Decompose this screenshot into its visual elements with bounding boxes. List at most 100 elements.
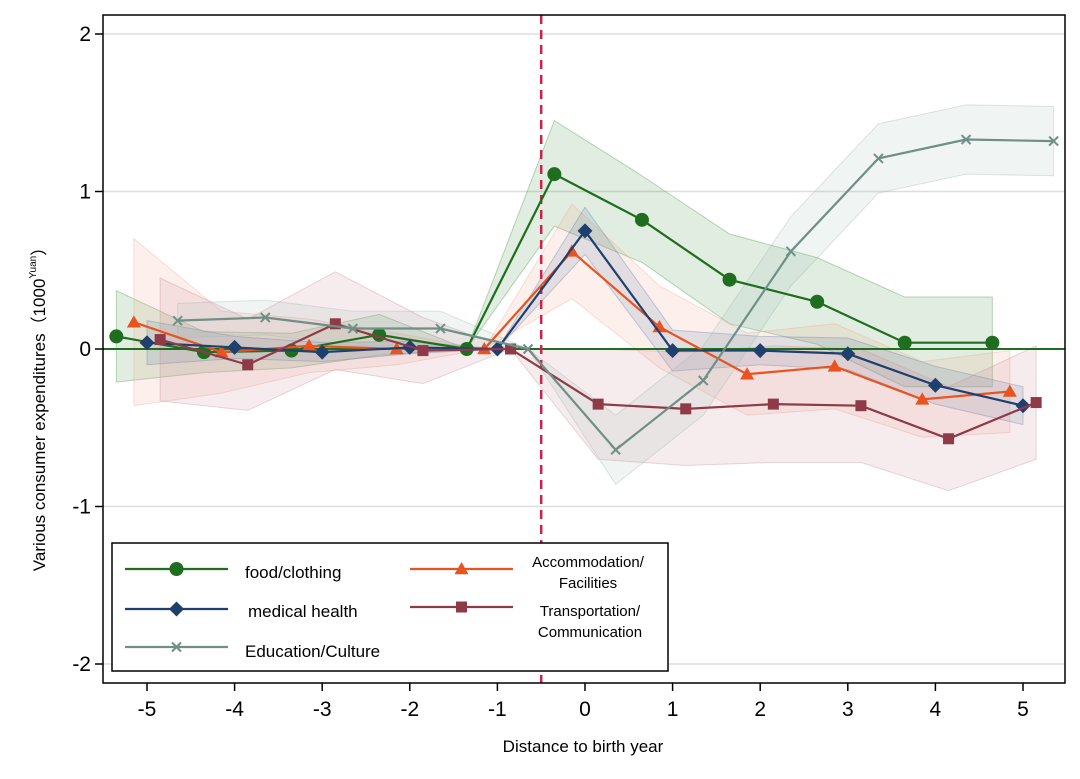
x-marker-stroke: [1048, 135, 1059, 147]
x-tick-label: -3: [313, 698, 332, 721]
data-point-3-8: [855, 400, 867, 412]
x-marker-stroke: [171, 641, 182, 653]
data-point-3-0: [154, 334, 166, 346]
legend-item-0: food/clothing: [125, 562, 341, 582]
x-tick-label: 1: [667, 698, 679, 721]
y-axis-label-close: ）: [30, 239, 49, 256]
data-point-2-9: [927, 377, 943, 393]
data-point-2-7: [752, 343, 768, 359]
legend-swatch-marker: [456, 601, 467, 613]
data-point-4-7: [785, 246, 797, 257]
data-point-4-3: [435, 323, 446, 334]
y-tick-label: -1: [72, 496, 91, 519]
legend-item-4: Education/Culture: [125, 641, 380, 661]
x-marker-stroke: [435, 323, 446, 334]
data-point-3-5: [592, 398, 604, 410]
y-axis-unit: Yuan: [28, 256, 39, 279]
legend-label: Accommodation/: [532, 554, 645, 571]
data-point-3-4: [505, 343, 517, 355]
x-marker-stroke: [347, 323, 359, 334]
x-tick-label: 0: [579, 698, 591, 721]
data-point-4-6: [698, 375, 709, 386]
legend-label: Transportation/: [540, 603, 641, 620]
series-lines: [109, 134, 1059, 456]
x-axis-title: Distance to birth year: [503, 737, 664, 756]
legend-label: Facilities: [559, 575, 617, 592]
data-point-4-0: [172, 315, 183, 326]
x-marker-stroke: [260, 312, 271, 323]
data-point-2-1: [227, 339, 243, 355]
x-marker-stroke: [522, 343, 534, 355]
data-point-4-4: [522, 343, 534, 355]
x-tick-label: -2: [400, 698, 419, 721]
data-point-3-6: [680, 403, 692, 415]
band-1: [133, 203, 1011, 438]
x-marker-stroke: [698, 375, 709, 386]
y-tick-label: 2: [79, 23, 91, 46]
x-tick-label: -1: [488, 698, 507, 721]
data-point-4-1: [260, 312, 271, 323]
data-point-0-8: [810, 294, 825, 309]
data-point-2-5: [577, 223, 593, 239]
y-tick-label: 1: [79, 181, 91, 204]
y-tick-label: -2: [72, 653, 91, 676]
x-tick-label: 4: [930, 698, 942, 721]
legend-label: Education/Culture: [245, 642, 380, 661]
data-point-4-8: [873, 153, 884, 164]
data-point-3-9: [943, 433, 955, 445]
data-point-0-9: [897, 335, 912, 350]
data-point-2-8: [840, 346, 856, 362]
x-marker-stroke: [960, 134, 972, 145]
data-point-1-0: [126, 315, 141, 328]
legend-swatch-marker: [454, 562, 469, 575]
data-point-0-7: [722, 272, 737, 287]
legend-item-3: Transportation/Communication: [410, 601, 642, 641]
data-point-3-1: [242, 359, 254, 371]
data-point-0-10: [985, 335, 1000, 350]
data-point-4-9: [960, 134, 972, 145]
legend-label: medical health: [248, 602, 358, 621]
y-axis-label: Various consumer expenditures（1000: [30, 279, 49, 572]
data-point-1-8: [827, 359, 842, 372]
data-point-4-5: [610, 444, 621, 456]
x-marker-stroke: [610, 444, 621, 456]
data-point-0-5: [547, 167, 562, 182]
data-point-0-6: [634, 212, 649, 227]
x-tick-label: -4: [225, 698, 244, 721]
data-point-3-7: [767, 398, 779, 410]
legend-swatch-marker: [169, 562, 184, 576]
legend: food/clothing Accommodation/Facilities med…: [111, 542, 669, 672]
data-point-2-2: [314, 344, 330, 360]
data-point-1-1: [214, 345, 229, 358]
data-point-3-3: [417, 345, 429, 357]
legend-box: [111, 542, 669, 672]
legend-swatch-marker: [169, 601, 184, 617]
data-point-1-2: [302, 338, 317, 352]
y-tick-label: 0: [79, 338, 91, 361]
legend-item-1: Accommodation/Facilities: [410, 554, 645, 592]
data-point-3-2: [329, 318, 341, 330]
legend-label: Communication: [538, 624, 642, 641]
x-tick-label: -5: [138, 698, 157, 721]
data-point-2-6: [665, 343, 681, 359]
data-point-0-0: [109, 329, 124, 344]
data-point-1-9: [915, 392, 930, 405]
data-point-1-10: [1002, 384, 1017, 397]
x-marker-stroke: [785, 246, 797, 257]
data-point-3-10: [1030, 397, 1042, 409]
legend-item-2: medical health: [125, 601, 358, 621]
legend-label: food/clothing: [245, 563, 341, 582]
data-point-1-7: [740, 367, 755, 380]
x-tick-label: 5: [1017, 698, 1029, 721]
x-marker-stroke: [873, 153, 884, 164]
legend-swatch-marker: [171, 641, 182, 653]
svg-text:Various consumer expenditures（: Various consumer expenditures（1000Yuan）: [28, 239, 49, 571]
x-marker-stroke: [172, 315, 183, 326]
x-tick-label: 2: [754, 698, 766, 721]
data-point-4-10: [1048, 135, 1059, 147]
band-0: [115, 119, 993, 388]
y-axis-title: Various consumer expenditures（1000Yuan）: [28, 239, 49, 571]
x-tick-label: 3: [842, 698, 854, 721]
axes: -2 -1 0 1 2 -5 -4 -3 -2 -1 0 1 2 3 4 5: [72, 14, 1066, 721]
